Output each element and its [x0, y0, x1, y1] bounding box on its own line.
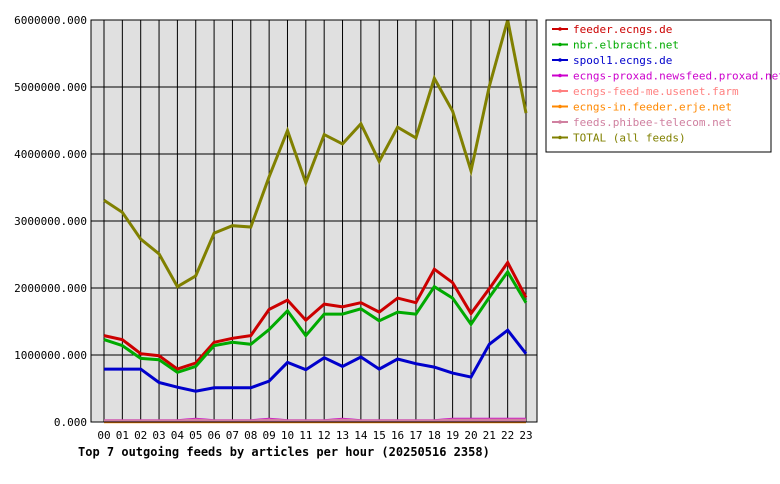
x-tick-label: 22 — [501, 429, 514, 442]
x-tick-label: 15 — [373, 429, 386, 442]
legend-marker — [558, 42, 562, 47]
x-tick-label: 10 — [281, 429, 294, 442]
legend-label: ecngs-in.feeder.erje.net — [573, 101, 732, 114]
legend-marker — [558, 73, 562, 78]
series-line — [103, 269, 528, 375]
legend-marker — [558, 120, 562, 124]
legend-label: ecngs-feed-me.usenet.farm — [573, 85, 739, 98]
x-tick-label: 19 — [446, 429, 459, 442]
plot-border — [90, 19, 538, 423]
grid — [91, 19, 537, 423]
series-line — [104, 418, 526, 423]
y-tick-label: 5000000.000 — [14, 81, 87, 94]
x-tick-label: 09 — [263, 429, 276, 442]
x-tick-label: 12 — [318, 429, 331, 442]
x-tick-label: 03 — [152, 429, 165, 442]
x-tick-label: 08 — [244, 429, 257, 442]
y-tick-label: 2000000.000 — [14, 282, 87, 295]
y-tick-label: 0.000 — [54, 416, 87, 429]
legend-marker — [558, 58, 562, 62]
legend-marker — [558, 27, 562, 31]
x-tick-label: 18 — [428, 429, 441, 442]
legend-label: nbr.elbracht.net — [573, 39, 679, 52]
x-tick-label: 11 — [299, 429, 312, 442]
x-tick-label: 04 — [171, 429, 185, 442]
chart-title: Top 7 outgoing feeds by articles per hou… — [78, 445, 490, 459]
x-tick-label: 14 — [354, 429, 368, 442]
x-tick-label: 02 — [134, 429, 147, 442]
y-tick-label: 3000000.000 — [14, 215, 87, 228]
x-tick-label: 07 — [226, 429, 239, 442]
x-tick-label: 05 — [189, 429, 202, 442]
y-tick-label: 6000000.000 — [14, 14, 87, 27]
x-tick-label: 20 — [464, 429, 477, 442]
legend-box — [545, 19, 772, 153]
axes: 0.000 1000000.000 2000000.000 3000000.000 40… — [14, 14, 538, 442]
x-tick-label: 16 — [391, 429, 404, 442]
x-tick-label: 21 — [483, 429, 496, 442]
y-tick-label: 1000000.000 — [14, 349, 87, 362]
legend-label: TOTAL (all feeds) — [573, 132, 686, 145]
legend-label: feeder.ecngs.de — [573, 23, 672, 36]
legend-label: feeds.phibee-telecom.net — [573, 116, 732, 129]
x-tick-label: 13 — [336, 429, 349, 442]
legend: feeder.ecngs.de nbr.elbracht.net spool1.ec… — [545, 19, 780, 153]
series-line — [104, 328, 528, 393]
legend-marker — [558, 104, 562, 109]
series-line — [103, 259, 528, 371]
legend-label: spool1.ecngs.de — [573, 54, 672, 67]
legend-marker — [558, 135, 562, 140]
x-tick-label: 17 — [409, 429, 422, 442]
x-tick-label: 23 — [519, 429, 532, 442]
legend-label: ecngs-proxad.newsfeed.proxad.net — [573, 70, 780, 83]
series-line — [103, 19, 528, 289]
legend-marker — [558, 89, 562, 93]
x-tick-label: 01 — [116, 429, 129, 442]
y-tick-label: 4000000.000 — [14, 148, 87, 161]
x-tick-label: 00 — [97, 429, 110, 442]
x-tick-label: 06 — [207, 429, 220, 442]
